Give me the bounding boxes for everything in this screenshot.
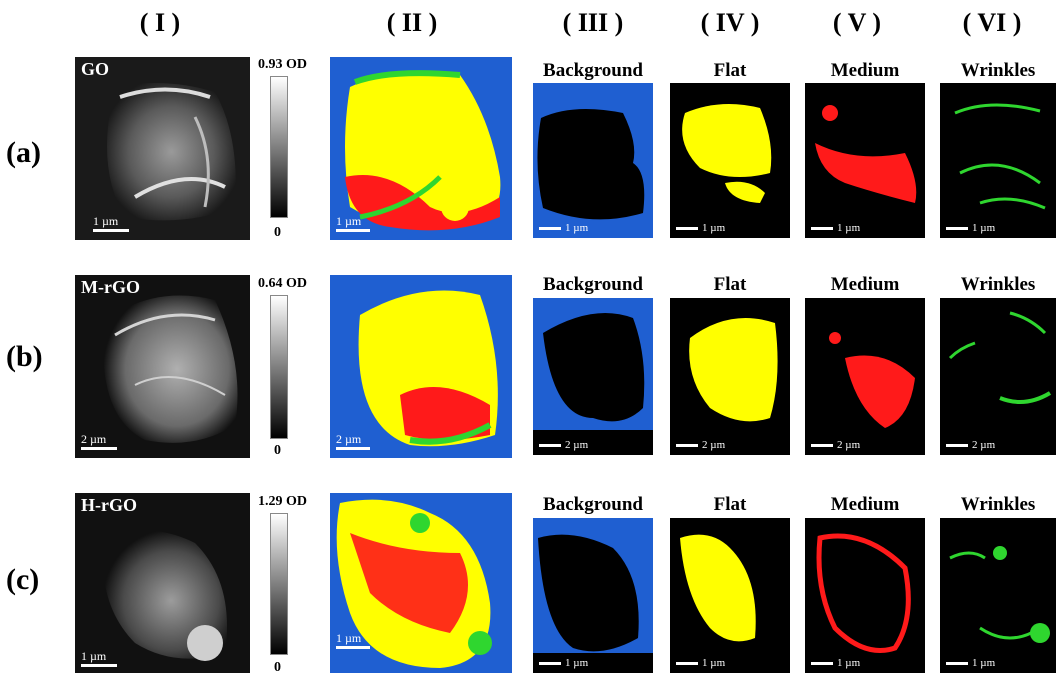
component-title-flat-b: Flat (713, 274, 747, 295)
column-header-ii: ( II ) (386, 8, 438, 37)
column-header-iii: ( III ) (562, 8, 624, 37)
wrinkles-map-h-rgo: 1 µm (940, 518, 1056, 673)
scale-bar-m-rgo-i: 2 µm (81, 433, 117, 450)
scale-bar-m-rgo-iv: 2 µm (676, 439, 725, 451)
medium-map-m-rgo: 2 µm (805, 298, 925, 455)
scale-bar-m-rgo-ii: 2 µm (336, 433, 370, 450)
wrinkles-map-m-rgo: 2 µm (940, 298, 1056, 455)
composite-map-m-rgo: 2 µm (330, 275, 512, 458)
composite-map-h-rgo: 1 µm (330, 493, 512, 673)
component-title-flat-c: Flat (713, 494, 747, 515)
od-min-m-rgo: 0 (274, 443, 281, 458)
background-map-go: 1 µm (533, 83, 653, 238)
od-max-go: 0.93 OD (258, 57, 307, 72)
sample-label-h-rgo: H-rGO (81, 495, 137, 515)
column-header-i: ( I ) (139, 8, 181, 37)
component-title-medium-b: Medium (830, 274, 900, 295)
component-title-medium-c: Medium (830, 494, 900, 515)
sample-label-m-rgo: M-rGO (81, 277, 140, 297)
stxm-image-m-rgo: M-rGO 2 µm (75, 275, 250, 458)
scale-bar-m-rgo-iii: 2 µm (539, 439, 588, 451)
component-title-background-b: Background (543, 274, 643, 295)
scale-bar-m-rgo-v: 2 µm (811, 439, 860, 451)
stxm-image-go: GO 1 µm (75, 57, 250, 240)
component-title-background-c: Background (543, 494, 643, 515)
scale-bar-m-rgo-vi: 2 µm (946, 439, 995, 451)
flat-map-h-rgo: 1 µm (670, 518, 790, 673)
component-title-medium-a: Medium (830, 60, 900, 81)
scale-bar-h-rgo-iii: 1 µm (539, 657, 588, 669)
scale-bar-h-rgo-vi: 1 µm (946, 657, 995, 669)
scale-bar-go-i: 1 µm (93, 215, 129, 232)
scale-bar-h-rgo-v: 1 µm (811, 657, 860, 669)
component-title-background-a: Background (543, 60, 643, 81)
component-title-wrinkles-c: Wrinkles (960, 494, 1036, 515)
sample-label-go: GO (81, 59, 110, 79)
od-colorbar-h-rgo (270, 513, 288, 655)
od-min-go: 0 (274, 225, 281, 240)
component-title-flat-a: Flat (713, 60, 747, 81)
background-map-m-rgo: 2 µm (533, 298, 653, 455)
row-label-b: (b) (6, 340, 43, 373)
composite-map-go: 1 µm (330, 57, 512, 240)
scale-bar-go-v: 1 µm (811, 222, 860, 234)
od-min-h-rgo: 0 (274, 660, 281, 675)
medium-map-h-rgo: 1 µm (805, 518, 925, 673)
scale-bar-h-rgo-ii: 1 µm (336, 632, 370, 649)
wrinkles-map-go: 1 µm (940, 83, 1056, 238)
scale-bar-go-ii: 1 µm (336, 215, 370, 232)
flat-map-m-rgo: 2 µm (670, 298, 790, 455)
scale-bar-go-vi: 1 µm (946, 222, 995, 234)
od-max-m-rgo: 0.64 OD (258, 276, 307, 291)
stxm-image-h-rgo: H-rGO 1 µm (75, 493, 250, 673)
scale-bar-h-rgo-iv: 1 µm (676, 657, 725, 669)
background-map-h-rgo: 1 µm (533, 518, 653, 673)
medium-map-go: 1 µm (805, 83, 925, 238)
row-label-c: (c) (6, 563, 40, 596)
od-colorbar-m-rgo (270, 295, 288, 439)
od-max-h-rgo: 1.29 OD (258, 494, 307, 509)
column-header-iv: ( IV ) (700, 8, 760, 37)
row-label-a: (a) (6, 136, 41, 169)
flat-map-go: 1 µm (670, 83, 790, 238)
scale-bar-go-iii: 1 µm (539, 222, 588, 234)
component-title-wrinkles-a: Wrinkles (960, 60, 1036, 81)
scale-bar-go-iv: 1 µm (676, 222, 725, 234)
od-colorbar-go (270, 76, 288, 218)
column-header-v: ( V ) (832, 8, 882, 37)
component-title-wrinkles-b: Wrinkles (960, 274, 1036, 295)
column-header-vi: ( VI ) (962, 8, 1022, 37)
scale-bar-h-rgo-i: 1 µm (81, 650, 117, 667)
